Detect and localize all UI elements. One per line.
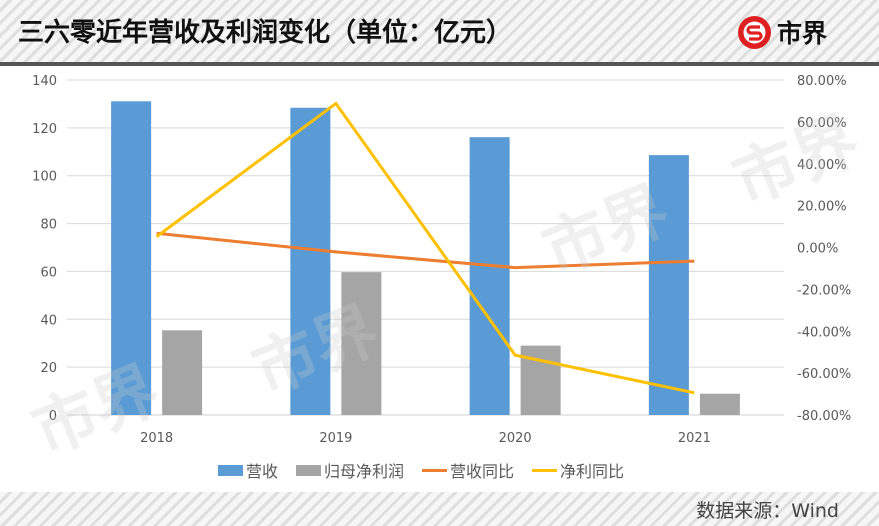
left-axis-tick: 20 (40, 361, 57, 376)
left-axis-tick: 100 (32, 170, 57, 185)
category-label: 2020 (499, 431, 532, 446)
legend-item-revenue: 营收 (218, 458, 278, 482)
chart-title: 三六零近年营收及利润变化（单位：亿元） (18, 18, 513, 48)
legend-swatch-net-profit (296, 464, 322, 476)
category-label: 2019 (319, 431, 352, 446)
bar-net-profit (341, 272, 382, 415)
category-label: 2021 (678, 431, 711, 446)
bar-revenue (648, 155, 689, 415)
left-axis-tick: 0 (49, 409, 57, 424)
legend-label: 营收同比 (450, 462, 515, 481)
chart-legend: 营收 归母净利润 营收同比 净利同比 (218, 458, 642, 482)
right-axis-tick: 40.00% (797, 158, 847, 173)
right-axis-tick: 60.00% (797, 116, 847, 131)
bar-net-profit (699, 393, 740, 415)
left-axis-tick: 60 (40, 265, 57, 280)
legend-item-profit-yoy: 净利同比 (532, 458, 624, 482)
left-axis-tick: 80 (40, 218, 57, 233)
legend-swatch-profit-yoy (532, 468, 558, 472)
brand-logo: 市界 (738, 14, 827, 50)
logo-s-icon (738, 15, 771, 49)
right-axis-tick: -80.00% (797, 409, 851, 424)
legend-label: 营收 (246, 462, 279, 481)
right-axis-tick: 0.00% (797, 242, 838, 257)
category-label: 2018 (140, 431, 173, 446)
chart-header: 三六零近年营收及利润变化（单位：亿元） 市界 (0, 0, 879, 62)
bar-revenue (469, 137, 510, 416)
right-axis-tick: -20.00% (797, 283, 851, 298)
right-axis-tick: -60.00% (797, 367, 851, 382)
legend-label: 净利同比 (560, 462, 625, 481)
legend-label: 归母净利润 (324, 462, 405, 481)
bar-revenue (111, 101, 152, 415)
combo-chart: 0 20 40 60 80 100 120 140 -80.00% -60.00% -40.00% -… (32, 74, 851, 446)
left-axis-tick: 120 (32, 122, 57, 137)
line-profit-yoy (155, 101, 695, 395)
chart-footer: 数据来源：Wind (0, 492, 879, 526)
left-axis-tick: 140 (32, 74, 57, 89)
left-axis-tick: 40 (40, 313, 57, 328)
bar-net-profit (162, 330, 203, 415)
right-axis-tick: 80.00% (797, 74, 847, 89)
data-source: 数据来源：Wind (696, 500, 839, 522)
legend-item-net-profit: 归母净利润 (296, 458, 404, 482)
right-axis-tick: 20.00% (797, 200, 847, 215)
line-revenue-yoy (156, 231, 695, 270)
legend-swatch-revenue (218, 464, 243, 476)
bar-revenue (290, 107, 331, 415)
legend-swatch-revenue-yoy (422, 468, 448, 472)
header-divider (0, 62, 879, 66)
right-axis-tick: -40.00% (797, 325, 851, 340)
logo-text: 市界 (777, 19, 828, 48)
legend-item-revenue-yoy: 营收同比 (422, 458, 514, 482)
